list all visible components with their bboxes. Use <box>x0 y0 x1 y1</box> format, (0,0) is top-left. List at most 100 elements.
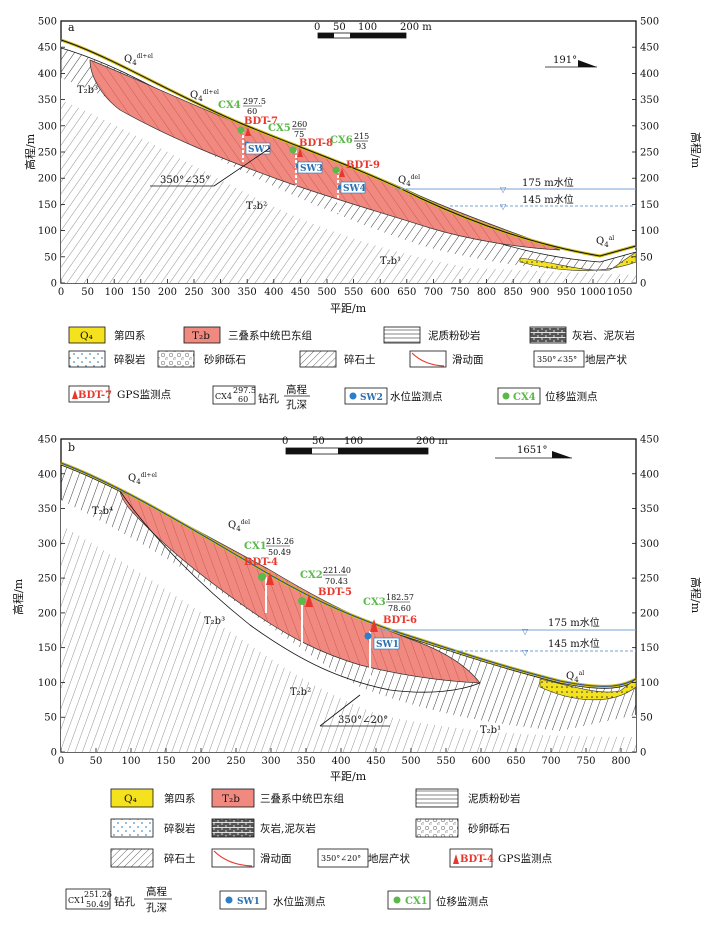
b-ytick-label-right: 50 <box>640 713 653 724</box>
sw4-box <box>340 181 366 194</box>
a-ytick-label-left: 200 <box>38 174 57 185</box>
a-ytick-label-right: 250 <box>640 148 659 159</box>
b-ytick-label-left: 0 <box>51 748 57 759</box>
legend-b-bh-den: 50.49 <box>86 900 109 909</box>
b-ytick-label-left: 450 <box>38 435 57 446</box>
a-ytick-label-left: 0 <box>51 279 57 290</box>
bdt8-label: BDT-8 <box>299 138 333 149</box>
sw3-label: SW3 <box>300 164 323 174</box>
scale-bar-b: 0 50 100 200 m <box>282 436 448 455</box>
b-ytick-label-right: 400 <box>640 469 659 480</box>
b-xtick-label: 300 <box>261 756 280 767</box>
cx1-label: CX1 <box>244 541 267 552</box>
b-ytick-label-left: 400 <box>38 469 57 480</box>
surface-line <box>60 39 637 257</box>
legend-b-bh-sym: CX1 <box>68 896 85 905</box>
a-xtick-label: 950 <box>557 287 576 298</box>
b-xtick-label: 550 <box>436 756 455 767</box>
a-ytick-label-left: 50 <box>44 252 57 263</box>
b-ytick-label-left: 300 <box>38 539 57 550</box>
legend-b-sw-sym: SW1 <box>237 897 260 907</box>
bdt4-marker <box>266 572 274 585</box>
a-xtick-label: 900 <box>530 287 549 298</box>
a-xtick-label: 0 <box>58 287 64 298</box>
legend-cx-text: 位移监测点 <box>545 390 598 403</box>
unit-t2b3: T₂b³ <box>77 85 98 96</box>
b-xtick-label: 350 <box>296 756 315 767</box>
a-ytick-label-right: 350 <box>640 95 659 106</box>
legend-b-sw-text: 水位监测点 <box>273 895 326 908</box>
b-xtick-label: 150 <box>156 756 175 767</box>
a-ytick-label-right: 450 <box>640 43 659 54</box>
a-xtick-label: 200 <box>158 287 177 298</box>
cx6-label: CX6 <box>330 135 353 146</box>
cx3-depth: 78.60 <box>388 604 411 613</box>
a-ytick-label-right: 200 <box>640 174 659 185</box>
legend-q4-text: 第四系 <box>114 329 146 342</box>
svg-text:100: 100 <box>344 436 363 447</box>
cx5-depth: 75 <box>294 130 304 139</box>
legend-b-rubble: 碎石土 <box>164 852 196 865</box>
a-ytick-label-left: 300 <box>38 121 57 132</box>
river-deposit-b <box>539 678 637 701</box>
legend-b-gps-sym: BDT-4 <box>460 854 494 865</box>
legend-b-slip: 滑动面 <box>260 853 292 865</box>
a-ytick-label-left: 250 <box>38 148 57 159</box>
b-xtick-label: 700 <box>541 756 560 767</box>
legend-cx-sym: CX4 <box>513 392 536 403</box>
b-ytick-label-left: 350 <box>38 504 57 515</box>
b-ytick-label-right: 150 <box>640 643 659 654</box>
bdt5-label: BDT-5 <box>318 587 352 598</box>
sw1-marker <box>364 632 372 640</box>
a-xtick-label: 400 <box>264 287 283 298</box>
legend-b-gravel: 砂卵砾石 <box>468 822 510 835</box>
rock-interior-hatch <box>61 100 636 283</box>
bdt9-marker <box>339 168 345 177</box>
water-175-mark: ▽ <box>500 185 507 194</box>
legend-mudstone: 泥质粉砂岩 <box>428 329 481 342</box>
attitude-leader-b <box>319 694 361 727</box>
ylabel-left-a: 高程/m <box>23 133 37 170</box>
a-xtick-label: 100 <box>105 287 124 298</box>
legend-gps-text: GPS监测点 <box>117 388 171 401</box>
a-xtick-label: 800 <box>477 287 496 298</box>
b-xtick-label: 500 <box>401 756 420 767</box>
legend-a: Q₄ 第四系 T₂b 三叠系中统巴东组 泥质粉砂岩 灰岩、泥灰岩 碎裂岩 砂卵砾… <box>68 326 635 411</box>
ylabel-right-a: 高程/m <box>689 132 703 169</box>
b-ytick-label-left: 50 <box>44 713 57 724</box>
water-145-label: 145 m水位 <box>522 193 574 206</box>
cx5-marker <box>289 146 297 154</box>
svg-text:200 m: 200 m <box>400 22 432 33</box>
water-145-mark-b: ▽ <box>522 648 529 657</box>
bdt7-label: BDT-7 <box>244 116 278 127</box>
b-xtick-label: 200 <box>191 756 210 767</box>
cx1-depth: 50.49 <box>268 548 291 557</box>
sw4-label: SW4 <box>343 184 366 194</box>
azimuth-arrow-a: 191° <box>545 55 597 68</box>
legend-rubble: 碎石土 <box>344 353 376 366</box>
svg-text:200 m: 200 m <box>416 436 448 447</box>
cx5-label: CX5 <box>268 123 291 134</box>
legend-bh-bottom: 孔深 <box>286 398 307 411</box>
ylabel-left-b: 高程/m <box>11 578 25 615</box>
unit-t2b2: T₂b² <box>246 201 267 212</box>
legend-b-mudstone: 泥质粉砂岩 <box>468 792 521 805</box>
a-ytick-label-left: 150 <box>38 200 57 211</box>
attitude-leader <box>213 147 271 187</box>
a-xtick-label: 550 <box>344 287 363 298</box>
b-xtick-label: 400 <box>331 756 350 767</box>
a-xtick-label: 450 <box>291 287 310 298</box>
cx4-depth: 60 <box>247 107 257 116</box>
legend-t2b-text: 三叠系中统巴东组 <box>228 329 312 342</box>
sw3-box <box>297 161 323 174</box>
cx2-label: CX2 <box>300 570 323 581</box>
cx6-elev: 215 <box>354 132 369 141</box>
legend-b-attitude-sym: 350°∠20° <box>321 854 361 863</box>
cx4-marker <box>237 126 245 134</box>
a-xtick-label: 650 <box>397 287 416 298</box>
legend-sw-text: 水位监测点 <box>390 390 443 403</box>
bdt5-marker <box>305 594 313 607</box>
a-xtick-label: 500 <box>317 287 336 298</box>
b-ytick-label-left: 150 <box>38 643 57 654</box>
a-xtick-label: 1000 <box>580 287 605 298</box>
